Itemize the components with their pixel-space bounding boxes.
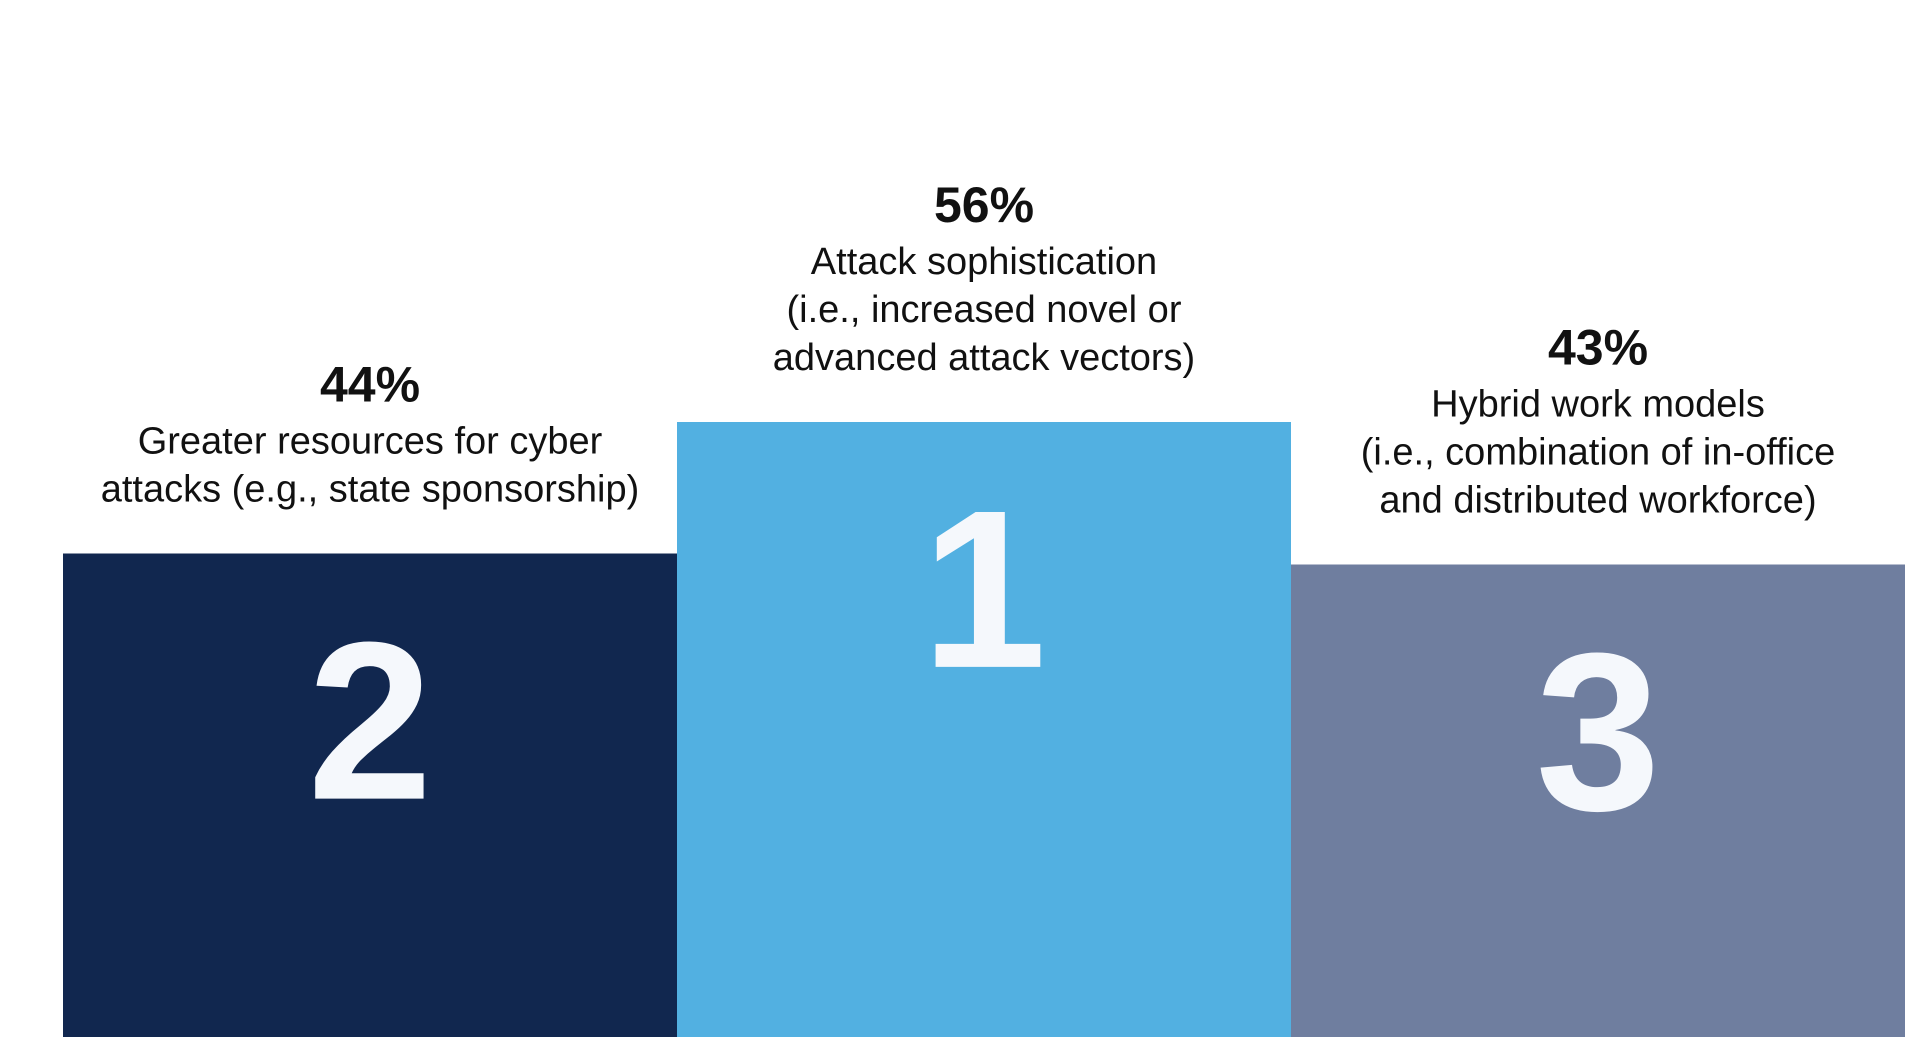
bar-2-description-line-2: (i.e., increased novel or: [787, 289, 1182, 331]
bar-1: [63, 553, 677, 1037]
rank-label-2: 1: [921, 463, 1046, 715]
rank-label-3: 3: [1535, 606, 1660, 858]
rank-label-1: 2: [307, 595, 432, 847]
bar-2: [677, 421, 1291, 1038]
bar-3-description-line-1: Hybrid work models: [1431, 384, 1765, 426]
value-label-2: 56%: [934, 177, 1034, 233]
bar-3-description-line-2: (i.e., combination of in-office: [1361, 432, 1836, 474]
value-label-3: 43%: [1548, 320, 1648, 376]
labels-layer: 2 Greater resources for cyber attacks (e.g…: [101, 177, 1836, 858]
value-label-1: 44%: [320, 357, 420, 413]
bar-2-description-line-1: Attack sophistication: [811, 241, 1157, 283]
bar-3: [1291, 564, 1905, 1037]
bar-1-description-line-2: attacks (e.g., state sponsorship): [101, 469, 640, 511]
bar-1-description-line-1: Greater resources for cyber: [138, 421, 603, 463]
bars-layer: [63, 421, 1905, 1038]
bar-2-description-line-3: advanced attack vectors): [773, 337, 1195, 379]
bar-3-description-line-3: and distributed workforce): [1379, 480, 1816, 522]
